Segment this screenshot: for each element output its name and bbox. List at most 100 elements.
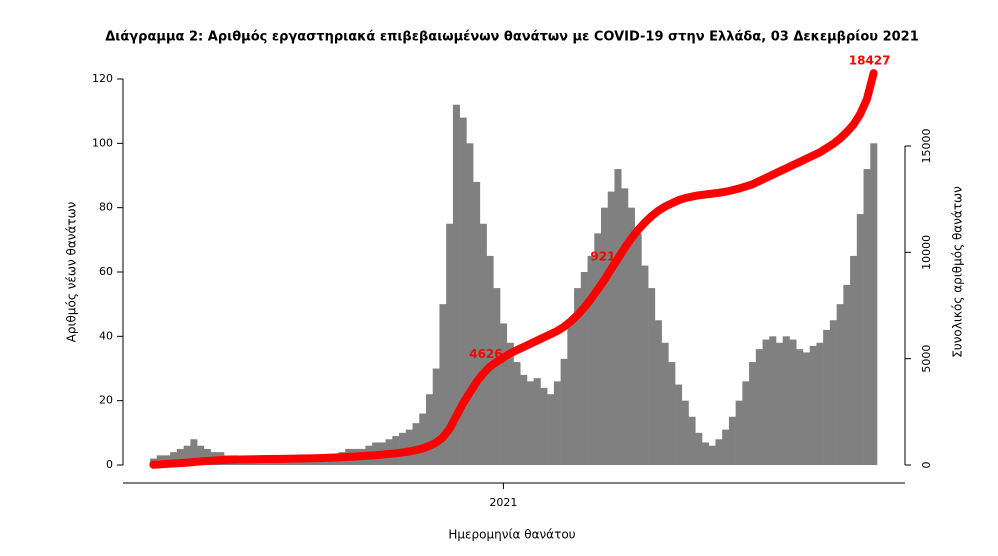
bar — [809, 345, 817, 465]
bar — [594, 233, 602, 465]
bar — [816, 342, 824, 465]
y-tick-label: 60 — [99, 265, 113, 278]
bar — [526, 381, 534, 465]
bar — [863, 169, 871, 466]
bar — [439, 304, 447, 465]
bar — [856, 214, 864, 465]
bar — [533, 378, 541, 465]
bar — [250, 461, 259, 465]
bar — [796, 349, 804, 465]
bar — [601, 207, 609, 465]
bar — [782, 336, 790, 465]
bar — [681, 400, 689, 465]
bar — [190, 439, 198, 465]
bar — [836, 304, 844, 465]
bar — [728, 416, 736, 465]
bar — [574, 288, 582, 465]
value-label: 9210 — [590, 250, 623, 264]
bar — [277, 461, 285, 465]
bar — [715, 439, 723, 465]
bar — [621, 188, 629, 465]
bar — [776, 342, 784, 465]
bar — [789, 339, 797, 465]
bar — [412, 423, 420, 465]
bar — [749, 362, 757, 465]
bar — [661, 342, 669, 465]
chart-title: Διάγραμμα 2: Αριθμός εργαστηριακά επιβεβ… — [105, 30, 919, 45]
bar — [486, 255, 494, 465]
y2-tick-label: 10000 — [920, 235, 933, 270]
bar — [762, 339, 770, 465]
bar — [701, 442, 710, 465]
bar — [197, 445, 205, 465]
bar — [493, 288, 501, 465]
bar — [183, 445, 191, 465]
bar — [823, 329, 831, 465]
bar — [688, 416, 696, 465]
bar — [176, 448, 184, 465]
bar — [479, 223, 487, 465]
bar — [742, 381, 750, 465]
y2-tick-label: 15000 — [920, 129, 933, 164]
bar — [540, 387, 548, 465]
y2-tick-label: 5000 — [920, 345, 933, 373]
bar — [695, 432, 703, 465]
bar — [452, 104, 460, 465]
bar — [634, 233, 642, 465]
bar — [459, 117, 467, 465]
bar — [432, 368, 440, 465]
value-label: 4626 — [469, 347, 502, 361]
x-axis-title: Ημερομηνία θανάτου — [448, 528, 575, 542]
bar — [547, 394, 555, 465]
bar — [425, 394, 434, 465]
bar — [271, 461, 279, 465]
bar — [560, 358, 568, 465]
bar — [553, 381, 561, 465]
bar — [708, 445, 716, 465]
bar — [257, 461, 265, 465]
value-label: 18427 — [849, 54, 891, 68]
bar — [675, 384, 683, 465]
y-tick-label: 0 — [106, 458, 113, 471]
bar — [580, 272, 588, 465]
bar — [500, 323, 508, 465]
cumulative-line — [149, 69, 878, 469]
y-tick-label: 120 — [92, 72, 113, 85]
bar — [641, 265, 649, 465]
bar — [607, 191, 615, 466]
bar — [513, 362, 521, 465]
bar — [769, 336, 777, 465]
bar — [170, 452, 178, 465]
bar — [506, 342, 514, 465]
bar — [419, 413, 427, 465]
bar — [755, 349, 763, 465]
bar — [466, 143, 474, 466]
y-tick-label: 100 — [92, 136, 113, 149]
bar — [843, 284, 851, 465]
y2-axis-title: Συνολικός αριθμός θανάτων — [951, 186, 965, 358]
bar — [850, 255, 858, 465]
x-tick-label: 2021 — [489, 496, 517, 509]
bar — [735, 400, 743, 465]
bar — [587, 255, 595, 465]
bar — [446, 223, 454, 465]
bar — [614, 169, 622, 466]
y-axis-title: Αριθμός νέων θανάτων — [65, 201, 79, 342]
bar — [829, 320, 837, 465]
bar — [722, 429, 730, 465]
bar — [627, 207, 635, 465]
bar — [473, 181, 481, 465]
bar — [520, 374, 528, 465]
bar — [567, 320, 575, 465]
y2-tick-label: 0 — [920, 462, 933, 469]
bar — [156, 455, 164, 465]
bar — [648, 288, 656, 465]
y-tick-label: 80 — [99, 201, 113, 214]
bar — [802, 352, 810, 465]
bar — [668, 362, 676, 465]
bar — [264, 461, 272, 465]
y-tick-label: 40 — [99, 329, 113, 342]
y-tick-label: 20 — [99, 394, 113, 407]
bar — [870, 143, 878, 466]
